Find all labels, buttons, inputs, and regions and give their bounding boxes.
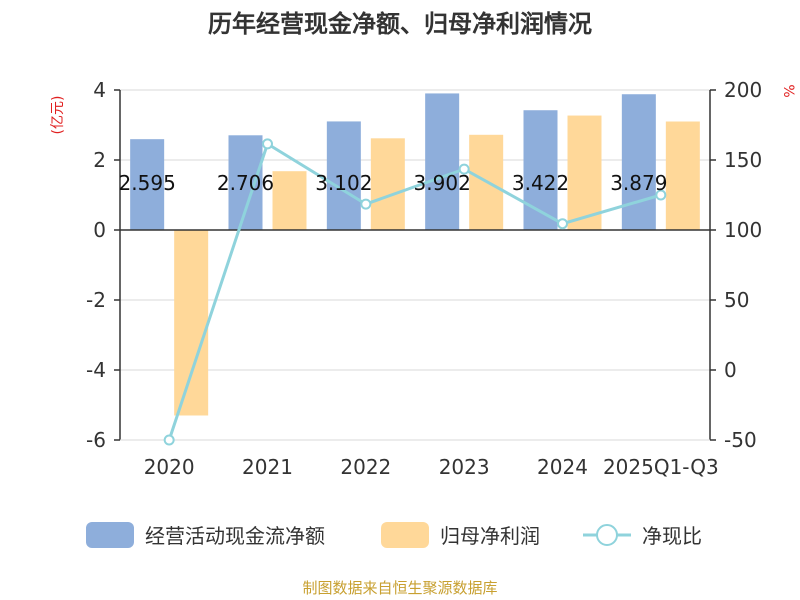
right-tick-label: 150: [724, 148, 762, 172]
legend-swatch-cashflow: [86, 522, 134, 548]
right-tick-label: -50: [724, 428, 757, 452]
bar-net-profit: [665, 121, 700, 230]
legend-marker-line: [596, 524, 618, 546]
net-cash-ratio-point: [458, 163, 470, 175]
net-cash-ratio-point: [163, 434, 175, 446]
net-cash-ratio-point: [655, 189, 667, 201]
bar-net-profit: [272, 171, 307, 230]
right-axis-unit: %: [780, 84, 796, 97]
left-tick-label: 4: [93, 78, 106, 102]
bar-cashflow: [621, 94, 656, 230]
left-tick-label: -6: [86, 428, 106, 452]
bar-cashflow: [425, 93, 460, 231]
legend-label-cashflow: 经营活动现金流净额: [145, 524, 325, 548]
legend-label-ratio: 净现比: [642, 524, 702, 548]
bar-cashflow: [130, 139, 165, 230]
x-category-label: 2024: [537, 455, 588, 479]
right-tick-label: 0: [724, 358, 737, 382]
right-tick-label: 50: [724, 288, 749, 312]
cashflow-data-label: 3.422: [512, 171, 569, 195]
line-series: [163, 138, 667, 446]
left-tick-label: -4: [86, 358, 106, 382]
chart-title: 历年经营现金净额、归母净利润情况: [208, 10, 592, 38]
bar-net-profit: [174, 230, 209, 416]
legend-swatch-net-profit: [381, 522, 429, 548]
bar-cashflow: [326, 121, 361, 230]
x-category-label: 2021: [242, 455, 293, 479]
cashflow-data-label: 3.102: [315, 171, 372, 195]
x-category-label: 2025Q1-Q3: [603, 455, 719, 479]
cashflow-data-label: 2.706: [217, 171, 274, 195]
x-category-label: 2023: [439, 455, 490, 479]
legend-label-net-profit: 归母净利润: [440, 524, 540, 548]
net-cash-ratio-line: [167, 141, 662, 441]
left-tick-label: -2: [86, 288, 106, 312]
cashflow-data-label: 2.595: [119, 171, 176, 195]
bar-net-profit: [567, 115, 602, 230]
left-tick-label: 0: [93, 218, 106, 242]
right-tick-label: 100: [724, 218, 762, 242]
cashflow-data-label: 3.879: [610, 171, 667, 195]
bar-net-profit: [370, 138, 405, 230]
x-category-label: 2020: [144, 455, 195, 479]
left-tick-label: 2: [93, 148, 106, 172]
axes: 4 2 0 -2 -4 -6 200 150 100 50 0 -50 2020 2021 2022 2023…: [86, 78, 762, 479]
net-cash-ratio-point: [360, 198, 372, 210]
cashflow-data-label: 3.902: [414, 171, 471, 195]
legend: 经营活动现金流净额 归母净利润 净现比: [86, 522, 702, 548]
net-cash-ratio-point: [557, 218, 568, 230]
net-cash-ratio-point: [262, 138, 273, 150]
bar-series: [130, 93, 700, 416]
right-tick-label: 200: [724, 78, 762, 102]
bar-data-labels: 2.595 2.706 3.102 3.902 3.422 3.879: [119, 171, 668, 195]
data-source-note: 制图数据来自恒生聚源数据库: [302, 579, 497, 597]
gridlines: [120, 89, 710, 441]
left-axis-unit: (亿元): [50, 96, 66, 135]
x-category-label: 2022: [340, 455, 391, 479]
